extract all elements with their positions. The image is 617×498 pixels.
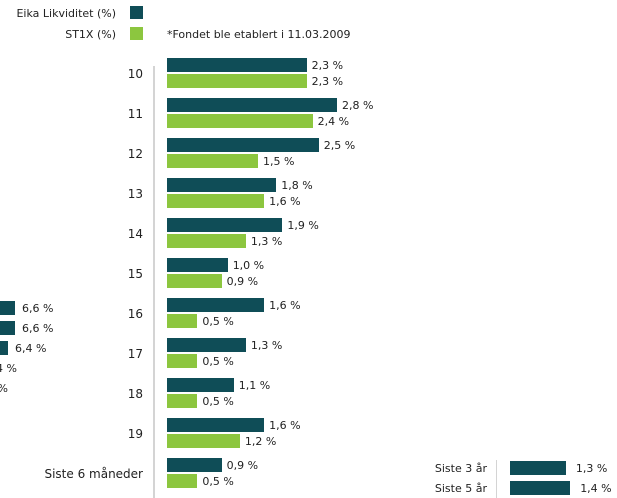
axis-line bbox=[153, 66, 155, 498]
category-label: 15 bbox=[127, 267, 143, 281]
bar-eika bbox=[167, 138, 319, 152]
bar-eika bbox=[167, 218, 283, 232]
bar-value-label: 1,5 % bbox=[263, 155, 295, 168]
bar-value-label: 2,8 % bbox=[341, 99, 374, 112]
bar-eika bbox=[167, 298, 265, 312]
bar-value-label: 1,9 % bbox=[287, 219, 319, 232]
left-value-label: 6,6 % bbox=[22, 302, 54, 315]
legend-label-eika: Eika Likviditet (%) bbox=[16, 7, 116, 20]
bar-st1x bbox=[167, 154, 259, 168]
category-label: 13 bbox=[127, 187, 143, 201]
side-category-label: Siste 3 år bbox=[434, 462, 487, 475]
bar-st1x bbox=[167, 394, 198, 408]
bar-value-label: 1,3 % bbox=[250, 235, 283, 248]
bar-st1x bbox=[167, 354, 198, 368]
bar-value-label: 2,3 % bbox=[311, 75, 344, 88]
bar-st1x bbox=[167, 194, 265, 208]
bar-value-label: 2,3 % bbox=[311, 59, 344, 72]
bar-value-label: 1,0 % bbox=[232, 259, 265, 272]
bar-st1x bbox=[167, 434, 240, 448]
bar-st1x bbox=[167, 314, 198, 328]
bar-eika bbox=[167, 98, 337, 112]
bar-value-label: 1,6 % bbox=[269, 299, 301, 312]
legend-swatch-eika bbox=[130, 6, 143, 19]
side-bar bbox=[510, 461, 566, 475]
left-bar bbox=[0, 301, 15, 315]
side-axis-line bbox=[496, 460, 497, 498]
category-label: 17 bbox=[127, 347, 143, 361]
side-bar bbox=[510, 481, 571, 495]
left-value-label: 6,6 % bbox=[22, 322, 54, 335]
bar-eika bbox=[167, 378, 234, 392]
bar-eika bbox=[167, 458, 222, 472]
category-label: Siste 6 måneder bbox=[44, 467, 143, 481]
bar-st1x bbox=[167, 114, 313, 128]
bar-value-label: 2,5 % bbox=[323, 139, 356, 152]
bar-value-label: 0,5 % bbox=[202, 475, 234, 488]
category-label: 10 bbox=[127, 67, 143, 81]
side-value-label: 1,3 % bbox=[575, 462, 608, 475]
bar-eika bbox=[167, 418, 265, 432]
side-category-label: Siste 5 år bbox=[434, 482, 487, 495]
bar-st1x bbox=[167, 234, 246, 248]
bar-eika bbox=[167, 338, 246, 352]
category-label: 11 bbox=[127, 107, 143, 121]
bar-value-label: 1,3 % bbox=[250, 339, 283, 352]
bar-st1x bbox=[167, 274, 222, 288]
bar-value-label: 1,1 % bbox=[238, 379, 271, 392]
side-value-label: 1,4 % bbox=[580, 482, 612, 495]
left-bar bbox=[0, 341, 8, 355]
bar-value-label: 0,5 % bbox=[202, 355, 234, 368]
left-value-label: 4 % bbox=[0, 362, 17, 375]
bar-eika bbox=[167, 178, 277, 192]
bar-value-label: 1,2 % bbox=[244, 435, 277, 448]
left-value-label: 6,4 % bbox=[15, 342, 47, 355]
bar-value-label: 0,9 % bbox=[226, 459, 259, 472]
footnote: *Fondet ble etablert i 11.03.2009 bbox=[167, 28, 351, 41]
bar-value-label: 2,4 % bbox=[317, 115, 350, 128]
bar-value-label: 0,5 % bbox=[202, 315, 234, 328]
legend-label-st1x: ST1X (%) bbox=[65, 28, 116, 41]
bar-eika bbox=[167, 258, 228, 272]
left-bar bbox=[0, 321, 15, 335]
bar-value-label: 1,6 % bbox=[269, 419, 301, 432]
category-label: 14 bbox=[127, 227, 143, 241]
bar-eika bbox=[167, 58, 307, 72]
bar-st1x bbox=[167, 474, 198, 488]
category-label: 18 bbox=[127, 387, 143, 401]
category-label: 16 bbox=[127, 307, 143, 321]
bar-value-label: 1,8 % bbox=[281, 179, 313, 192]
left-value-label: 3 % bbox=[0, 382, 8, 395]
bar-value-label: 0,9 % bbox=[226, 275, 259, 288]
legend-swatch-st1x bbox=[130, 27, 143, 40]
bar-value-label: 1,6 % bbox=[269, 195, 301, 208]
category-label: 19 bbox=[127, 427, 143, 441]
category-label: 12 bbox=[127, 147, 143, 161]
bar-value-label: 0,5 % bbox=[202, 395, 234, 408]
bar-st1x bbox=[167, 74, 307, 88]
